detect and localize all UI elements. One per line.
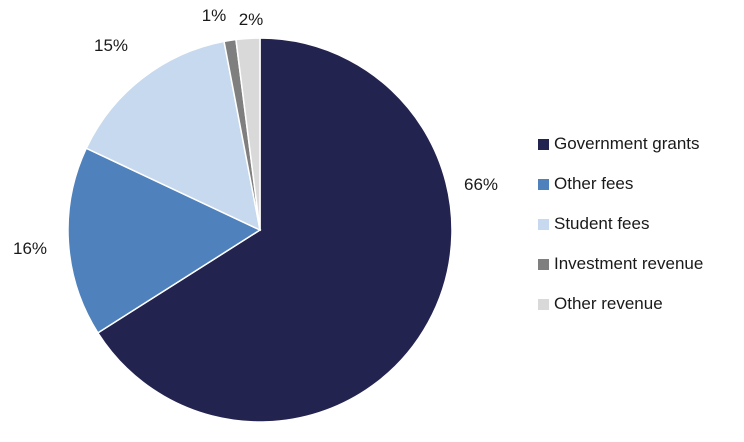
- data-label-other-fees: 16%: [13, 239, 47, 258]
- legend-label-other-fees: Other fees: [554, 174, 634, 193]
- legend-swatch-other-revenue: [538, 298, 549, 310]
- legend-label-investment-revenue: Investment revenue: [554, 254, 704, 273]
- legend-label-government-grants: Government grants: [554, 134, 700, 153]
- legend: Government grants Other fees Student fee…: [538, 124, 703, 324]
- legend-item-government-grants: Government grants: [538, 124, 703, 164]
- data-label-student-fees: 15%: [94, 36, 128, 55]
- legend-item-other-revenue: Other revenue: [538, 284, 703, 324]
- legend-label-student-fees: Student fees: [554, 214, 650, 233]
- legend-swatch-investment-revenue: [538, 258, 549, 270]
- data-label-other-revenue: 2%: [239, 10, 264, 29]
- legend-item-student-fees: Student fees: [538, 204, 703, 244]
- legend-item-investment-revenue: Investment revenue: [538, 244, 703, 284]
- legend-item-other-fees: Other fees: [538, 164, 703, 204]
- pie-slice-student-fees: [85, 40, 262, 232]
- data-label-investment-revenue: 1%: [202, 6, 227, 25]
- data-label-government-grants: 66%: [464, 175, 498, 194]
- legend-swatch-other-fees: [538, 178, 549, 190]
- legend-swatch-government-grants: [538, 138, 549, 150]
- legend-label-other-revenue: Other revenue: [554, 294, 663, 313]
- pie-slice-other-fees: [67, 147, 262, 334]
- pie-slice-other-revenue: [235, 37, 261, 231]
- pie-slice-government-grants: [96, 37, 453, 423]
- legend-swatch-student-fees: [538, 218, 549, 230]
